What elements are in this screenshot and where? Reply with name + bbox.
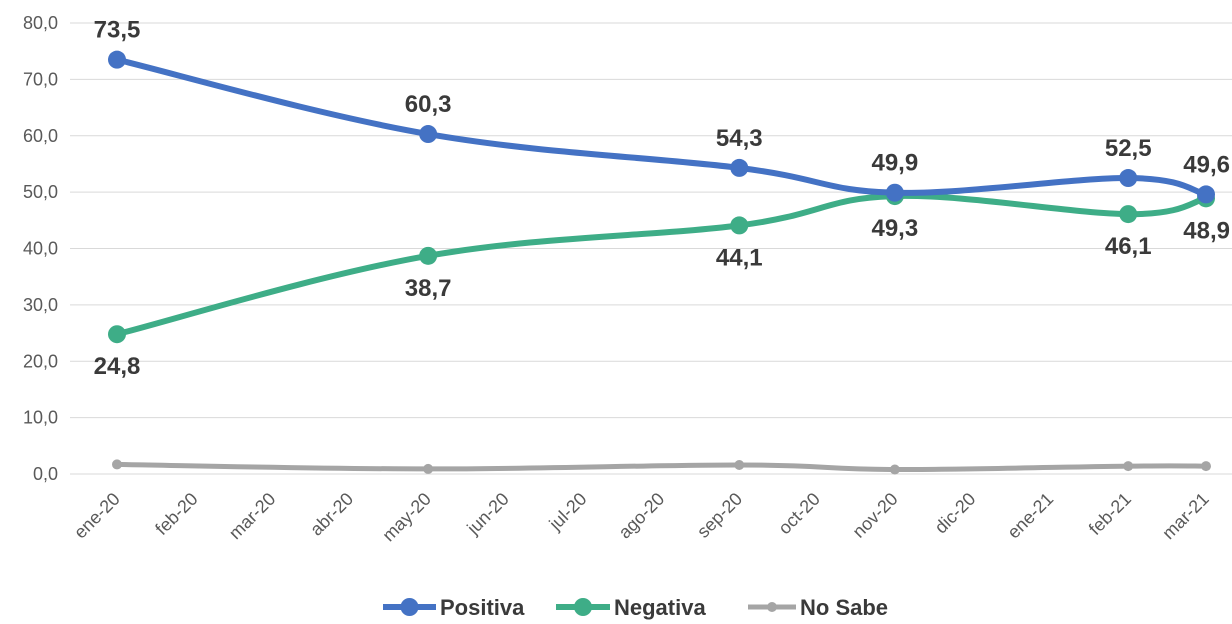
data-label: 46,1 xyxy=(1105,233,1152,260)
y-tick-label: 60,0 xyxy=(23,126,58,146)
data-point xyxy=(730,158,749,177)
data-label: 54,3 xyxy=(716,125,763,152)
x-tick-label: abr-20 xyxy=(306,489,357,540)
legend-label: Negativa xyxy=(614,595,706,620)
y-tick-label: 0,0 xyxy=(33,464,58,484)
legend-label: Positiva xyxy=(440,595,525,620)
x-tick-label: mar-20 xyxy=(225,489,279,543)
data-point xyxy=(1201,461,1211,472)
series-line xyxy=(114,192,1209,338)
data-point xyxy=(108,50,126,69)
series-line xyxy=(114,56,1209,198)
data-label: 48,9 xyxy=(1183,217,1230,244)
data-point xyxy=(1123,461,1134,472)
data-labels: 73,5 60,3 54,3 49,9 52,5 49,6 24,8 38,7 44,1 49,3… xyxy=(94,17,1230,381)
grid-lines xyxy=(70,22,1232,475)
data-label: 44,1 xyxy=(716,244,763,271)
y-tick-label: 80,0 xyxy=(23,13,58,33)
series-negativa xyxy=(108,187,1215,344)
x-tick-label: ene-20 xyxy=(70,489,124,543)
data-point xyxy=(1119,169,1138,188)
data-point xyxy=(423,463,434,474)
y-tick-label: 40,0 xyxy=(23,239,58,259)
series-lines xyxy=(108,50,1215,475)
y-tick-label: 50,0 xyxy=(23,182,58,202)
x-tick-label: nov-20 xyxy=(849,489,902,542)
x-tick-label: jul-20 xyxy=(545,489,591,535)
x-tick-label: oct-20 xyxy=(774,489,824,539)
legend-item-no-sabe: No Sabe xyxy=(748,595,888,620)
y-tick-label: 20,0 xyxy=(23,351,58,371)
data-label: 49,6 xyxy=(1183,151,1230,178)
x-tick-label: jun-20 xyxy=(463,489,513,539)
data-point xyxy=(108,325,126,344)
x-tick-label: feb-20 xyxy=(151,489,201,539)
series-no-sabe xyxy=(112,459,1211,475)
data-label: 38,7 xyxy=(405,275,452,302)
x-tick-label: dic-20 xyxy=(931,489,980,538)
series-line xyxy=(114,461,1209,472)
legend-label: No Sabe xyxy=(800,595,888,620)
legend-swatch-marker xyxy=(574,598,592,616)
data-point xyxy=(1119,205,1138,224)
data-label: 52,5 xyxy=(1105,135,1152,162)
data-label: 24,8 xyxy=(94,353,141,380)
data-point xyxy=(1197,185,1215,204)
data-point xyxy=(419,246,438,265)
x-tick-label: sep-20 xyxy=(693,489,746,542)
y-axis-ticks: 0,0 10,0 20,0 30,0 40,0 50,0 60,0 70,0 80,0 xyxy=(23,13,58,484)
legend-item-negativa: Negativa xyxy=(556,595,706,620)
y-tick-label: 10,0 xyxy=(23,408,58,428)
legend-swatch-marker xyxy=(767,602,777,612)
x-tick-label: feb-21 xyxy=(1085,489,1135,539)
data-label: 49,9 xyxy=(871,150,918,177)
x-tick-label: may-20 xyxy=(378,489,435,546)
series-positiva xyxy=(108,50,1215,204)
data-point xyxy=(419,125,438,144)
data-point xyxy=(730,216,749,235)
y-tick-label: 30,0 xyxy=(23,295,58,315)
legend-swatch-marker xyxy=(400,598,419,616)
data-label: 73,5 xyxy=(94,17,141,44)
legend-item-positiva: Positiva xyxy=(383,595,525,620)
data-point xyxy=(889,464,900,475)
legend: Positiva Negativa No Sabe xyxy=(383,595,888,620)
x-axis-ticks: ene-20 feb-20 mar-20 abr-20 may-20 jun-20 jul-… xyxy=(70,489,1213,546)
y-tick-label: 70,0 xyxy=(23,69,58,89)
x-tick-label: ene-21 xyxy=(1003,489,1057,543)
data-point xyxy=(112,459,122,470)
x-tick-label: ago-20 xyxy=(615,489,669,543)
data-point xyxy=(885,183,904,202)
data-point xyxy=(734,459,745,470)
x-tick-label: mar-21 xyxy=(1158,489,1212,543)
data-label: 60,3 xyxy=(405,91,452,118)
data-label: 49,3 xyxy=(871,215,918,242)
